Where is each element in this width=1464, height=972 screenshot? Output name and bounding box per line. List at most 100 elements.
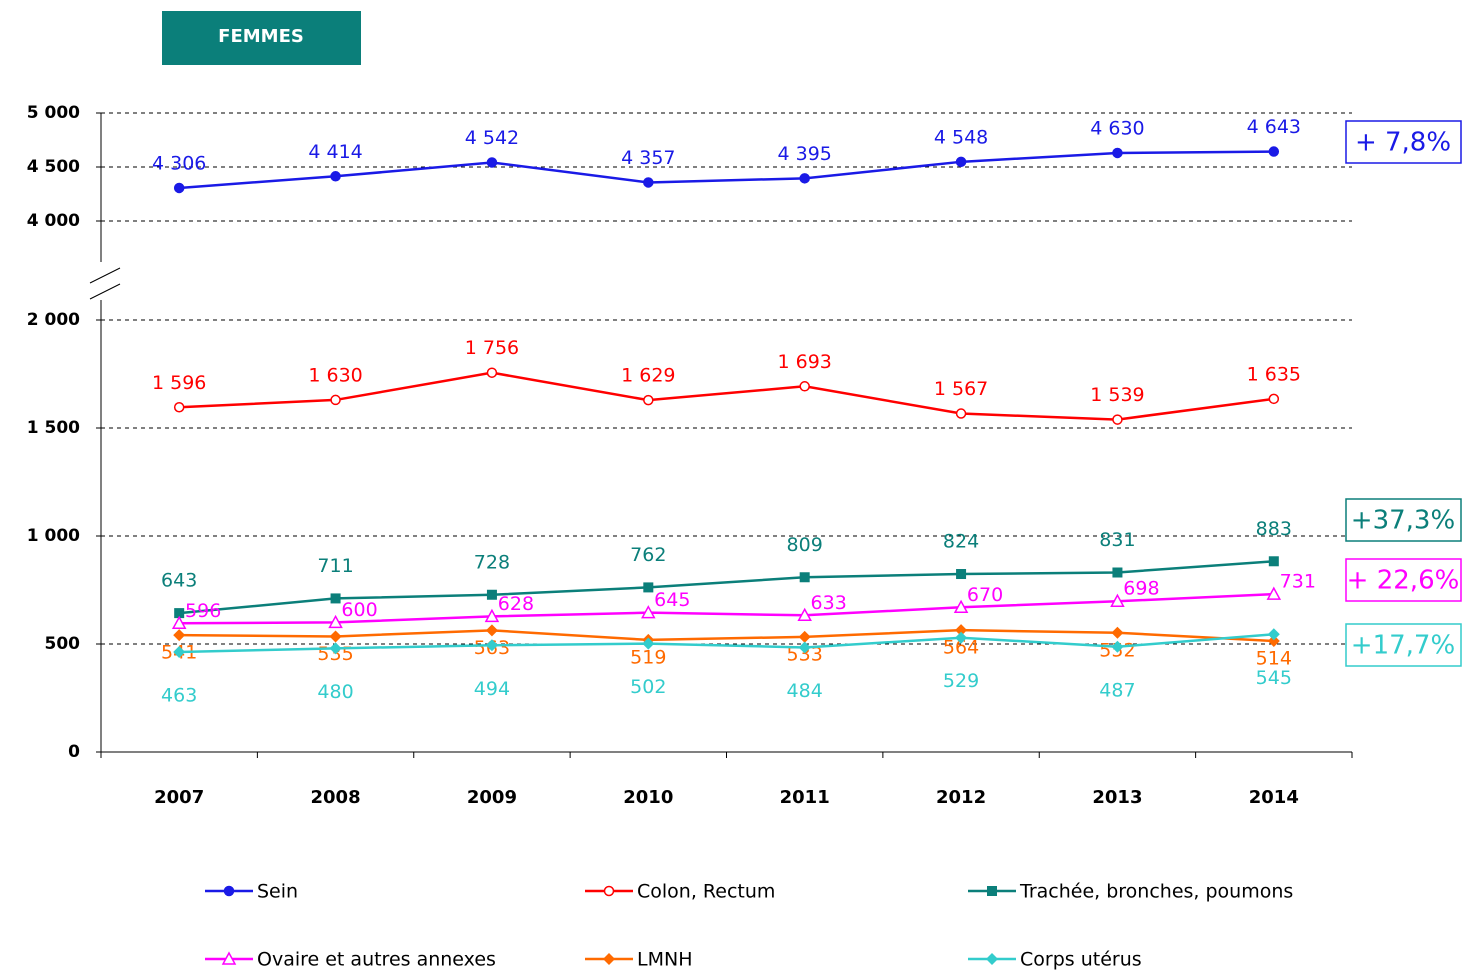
data-label: 4 306 xyxy=(152,152,206,174)
data-label: 824 xyxy=(943,531,979,553)
data-label: 514 xyxy=(1256,647,1292,669)
x-tick-label: 2013 xyxy=(1092,787,1142,808)
data-label: 4 395 xyxy=(777,143,831,165)
data-label: 670 xyxy=(967,584,1003,606)
data-point xyxy=(1112,414,1123,425)
data-point xyxy=(1110,593,1125,607)
data-point xyxy=(485,639,498,652)
data-label: 645 xyxy=(654,589,690,611)
data-label: 1 693 xyxy=(777,351,831,373)
data-label: 564 xyxy=(943,637,979,659)
data-label: 487 xyxy=(1099,679,1135,701)
data-point xyxy=(486,367,498,378)
data-point xyxy=(1267,634,1280,647)
data-label: 628 xyxy=(498,593,534,615)
data-label: 480 xyxy=(317,681,353,703)
data-point xyxy=(174,608,185,619)
data-point xyxy=(173,182,185,194)
y-tick-label: 4 500 xyxy=(27,157,80,177)
data-label: 831 xyxy=(1099,529,1135,551)
x-tick-label: 2012 xyxy=(936,787,986,808)
series-line xyxy=(179,592,1274,625)
legend-marker xyxy=(603,885,615,897)
axis-break xyxy=(89,283,121,300)
data-point xyxy=(173,645,186,658)
data-point xyxy=(330,171,341,182)
data-point xyxy=(641,605,656,619)
data-point xyxy=(486,589,497,600)
series-line xyxy=(179,633,1274,654)
title-box xyxy=(162,11,361,65)
data-point xyxy=(171,615,187,630)
legend-marker xyxy=(221,951,237,965)
data-label: 4 548 xyxy=(934,126,988,148)
data-label: 1 630 xyxy=(308,364,362,386)
data-label: 762 xyxy=(630,544,666,566)
data-point xyxy=(1112,567,1123,578)
legend-label: Ovaire et autres annexes xyxy=(257,949,496,971)
data-point xyxy=(329,642,342,655)
data-label: 883 xyxy=(1256,518,1292,540)
legend-label: Corps utérus xyxy=(1020,949,1142,971)
y-tick-label: 2 000 xyxy=(27,310,80,330)
data-point xyxy=(798,641,811,654)
data-point xyxy=(955,631,968,644)
data-point xyxy=(330,394,341,406)
data-label: 643 xyxy=(161,570,197,592)
data-label: 698 xyxy=(1123,578,1159,600)
y-tick-label: 0 xyxy=(68,742,80,762)
data-point xyxy=(1266,586,1282,600)
data-label: 809 xyxy=(787,534,823,556)
change-label: +17,7% xyxy=(1351,631,1455,661)
data-point xyxy=(329,630,342,643)
x-tick-label: 2010 xyxy=(623,787,673,808)
data-label: 596 xyxy=(185,600,221,622)
data-point xyxy=(484,608,500,623)
data-point xyxy=(1111,626,1124,639)
data-label: 600 xyxy=(341,599,377,621)
data-point xyxy=(485,624,498,637)
legend-marker xyxy=(986,953,998,965)
data-point xyxy=(1268,146,1280,157)
change-box xyxy=(1345,558,1462,602)
data-point xyxy=(486,157,498,168)
data-label: 545 xyxy=(1256,667,1292,689)
y-tick-label: 5 000 xyxy=(27,103,80,123)
data-point xyxy=(173,629,186,642)
data-point xyxy=(797,607,812,622)
y-tick-label: 1 500 xyxy=(27,418,80,438)
data-point xyxy=(956,569,967,580)
change-label: +37,3% xyxy=(1351,506,1455,536)
data-point xyxy=(330,593,341,604)
data-label: 1 756 xyxy=(465,337,519,359)
legend-marker xyxy=(603,953,615,965)
legend-marker xyxy=(987,886,997,896)
data-label: 731 xyxy=(1280,571,1316,593)
legend-label: Sein xyxy=(257,881,298,903)
change-box xyxy=(1345,623,1462,667)
x-tick-label: 2008 xyxy=(311,787,361,808)
axis-break xyxy=(89,267,121,284)
data-label: 1 596 xyxy=(152,372,206,394)
change-label: + 22,6% xyxy=(1347,566,1460,596)
data-point xyxy=(643,394,654,406)
series-line xyxy=(179,150,1274,190)
y-tick-label: 1 000 xyxy=(27,526,80,546)
chart-title: FEMMES xyxy=(218,26,304,47)
x-tick-label: 2014 xyxy=(1249,787,1299,808)
data-label: 4 414 xyxy=(308,141,362,163)
data-point xyxy=(955,624,968,637)
data-label: 633 xyxy=(811,592,847,614)
data-point xyxy=(1268,393,1280,405)
series-line xyxy=(179,628,1274,643)
series-line xyxy=(179,560,1274,615)
data-point xyxy=(328,614,343,629)
data-label: 494 xyxy=(474,678,510,700)
x-tick-label: 2009 xyxy=(467,787,517,808)
change-box xyxy=(1345,498,1462,542)
data-point xyxy=(955,156,967,168)
data-point xyxy=(1112,147,1123,159)
data-label: 502 xyxy=(630,676,666,698)
data-label: 4 542 xyxy=(465,127,519,149)
